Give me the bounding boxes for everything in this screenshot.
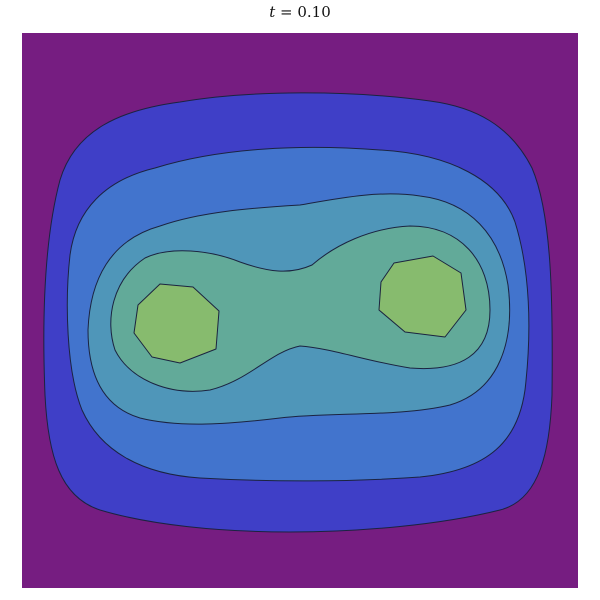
- title-value: = 0.10: [275, 3, 331, 21]
- chart-title: t = 0.10: [0, 0, 600, 26]
- title-variable: t: [269, 3, 276, 21]
- contour-level-5-right: [378, 255, 467, 338]
- contour-level-5-left: [133, 283, 220, 364]
